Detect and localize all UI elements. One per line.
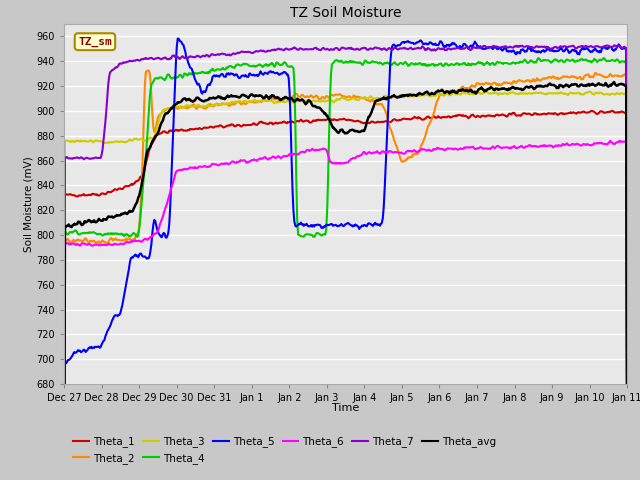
Theta_1 — [315, 117, 323, 122]
Theta_5 — [485, 45, 493, 50]
Theta_avg — [205, 96, 212, 102]
Theta_2 — [437, 91, 445, 97]
Theta_4 — [600, 55, 607, 61]
Theta_6 — [315, 147, 323, 153]
Theta_6 — [484, 145, 492, 151]
Theta_3 — [205, 103, 212, 109]
Theta_5 — [393, 43, 401, 49]
Line: Theta_3: Theta_3 — [64, 92, 627, 480]
Line: Theta_avg: Theta_avg — [64, 82, 627, 480]
Theta_7 — [436, 46, 444, 52]
Theta_3 — [392, 94, 400, 100]
Theta_4 — [623, 446, 631, 452]
Theta_3 — [160, 108, 168, 114]
Y-axis label: Soil Moisture (mV): Soil Moisture (mV) — [24, 156, 33, 252]
Theta_6 — [392, 149, 400, 155]
Theta_7 — [623, 438, 631, 444]
Line: Theta_7: Theta_7 — [64, 46, 627, 480]
Theta_6 — [160, 211, 168, 216]
Theta_4 — [484, 60, 492, 66]
Theta_3 — [436, 92, 444, 97]
Theta_1 — [205, 125, 212, 131]
Theta_2 — [393, 144, 401, 149]
Title: TZ Soil Moisture: TZ Soil Moisture — [290, 6, 401, 20]
Line: Theta_1: Theta_1 — [64, 111, 627, 480]
Text: TZ_sm: TZ_sm — [78, 36, 112, 47]
Theta_5 — [206, 83, 214, 88]
Theta_7 — [205, 54, 212, 60]
Theta_1 — [392, 117, 400, 123]
Theta_6 — [436, 146, 444, 152]
Theta_3 — [481, 89, 489, 95]
Theta_2 — [485, 81, 493, 86]
Theta_3 — [623, 468, 631, 474]
Theta_4 — [160, 76, 168, 82]
Theta_7 — [315, 47, 323, 53]
Theta_4 — [205, 69, 212, 75]
Theta_4 — [392, 61, 400, 67]
Theta_4 — [315, 231, 323, 237]
Theta_5 — [174, 36, 182, 41]
Theta_2 — [145, 68, 152, 73]
Theta_1 — [484, 113, 492, 119]
Theta_7 — [484, 44, 492, 50]
Theta_5 — [160, 230, 168, 236]
Theta_1 — [588, 108, 595, 114]
Theta_1 — [160, 129, 168, 134]
Theta_2 — [206, 102, 214, 108]
Theta_7 — [160, 55, 168, 61]
Theta_5 — [623, 438, 631, 444]
Line: Theta_6: Theta_6 — [64, 141, 627, 480]
Theta_avg — [315, 105, 323, 110]
Theta_2 — [623, 456, 631, 461]
Theta_4 — [436, 61, 444, 67]
Theta_7 — [392, 45, 400, 51]
X-axis label: Time: Time — [332, 403, 359, 413]
Theta_avg — [623, 463, 631, 469]
Theta_avg — [484, 86, 492, 92]
Theta_5 — [437, 38, 445, 44]
Theta_6 — [205, 164, 212, 169]
Theta_2 — [316, 97, 324, 103]
Theta_2 — [161, 108, 168, 114]
Theta_6 — [616, 138, 623, 144]
Line: Theta_5: Theta_5 — [64, 38, 627, 480]
Line: Theta_4: Theta_4 — [64, 58, 627, 480]
Theta_5 — [316, 222, 324, 228]
Theta_avg — [436, 88, 444, 94]
Theta_1 — [436, 115, 444, 120]
Line: Theta_2: Theta_2 — [64, 71, 627, 480]
Theta_7 — [610, 43, 618, 48]
Legend: Theta_1, Theta_2, Theta_3, Theta_4, Theta_5, Theta_6, Theta_7, Theta_avg: Theta_1, Theta_2, Theta_3, Theta_4, Thet… — [69, 432, 500, 468]
Theta_3 — [485, 91, 493, 96]
Theta_avg — [160, 115, 168, 120]
Theta_avg — [610, 79, 618, 85]
Theta_3 — [315, 98, 323, 104]
Theta_avg — [392, 94, 400, 100]
